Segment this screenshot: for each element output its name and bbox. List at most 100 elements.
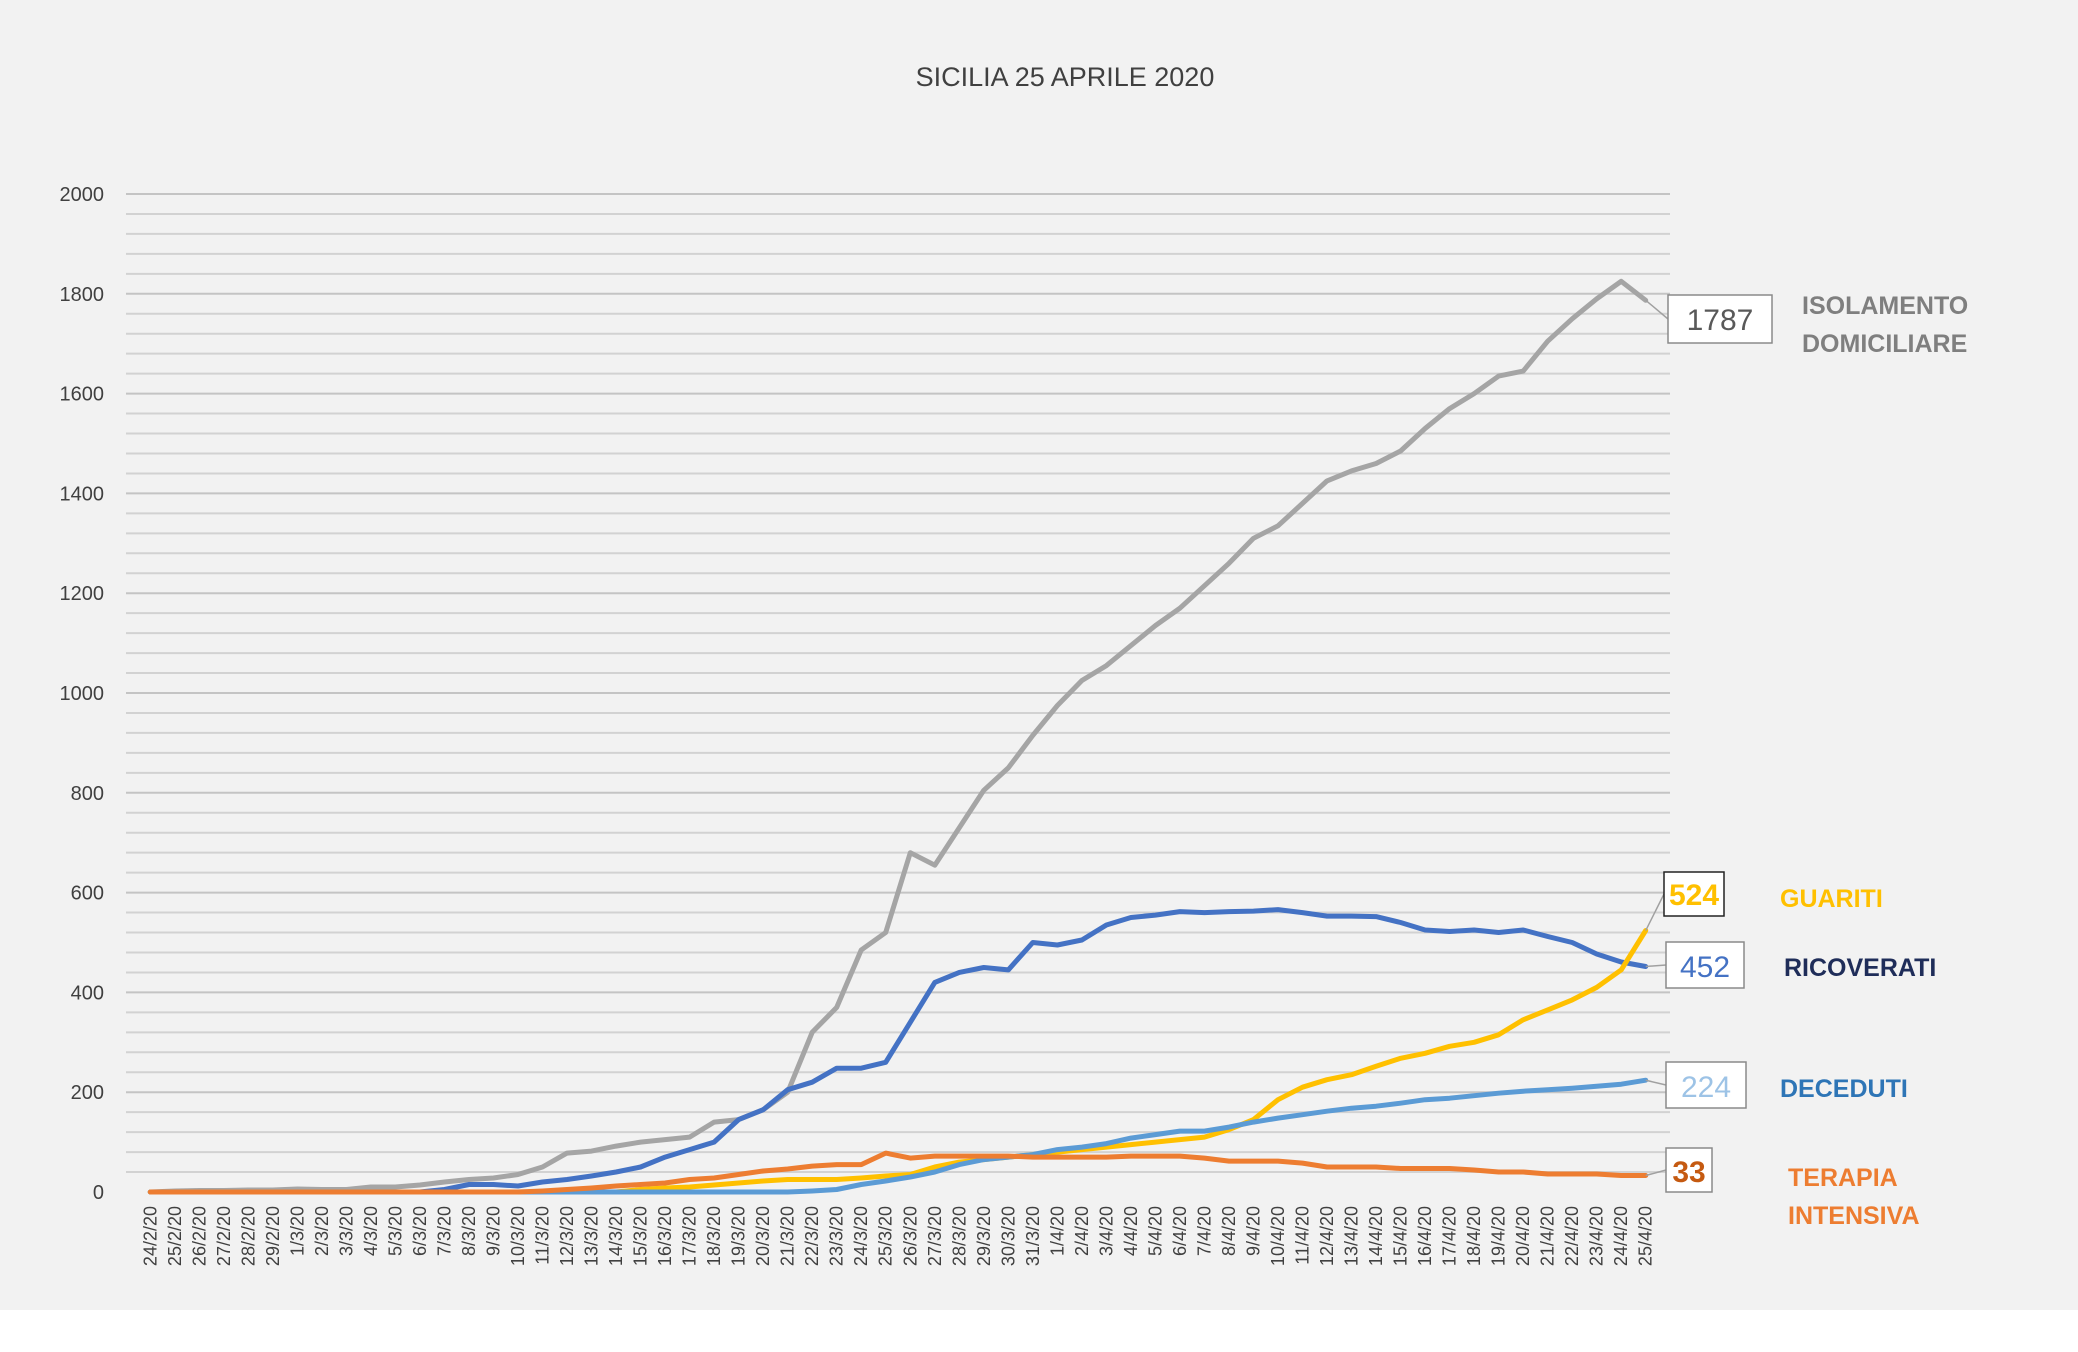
y-axis: 0 200 400 600 800 1000 1200 1400 1600 1800 2000 xyxy=(60,184,105,1204)
x-tick-label: 28/2/20 xyxy=(238,1206,258,1266)
x-tick-label: 16/4/20 xyxy=(1415,1206,1435,1266)
y-tick-label: 1600 xyxy=(60,384,105,406)
x-tick-label: 5/4/20 xyxy=(1145,1206,1165,1256)
x-axis: 24/2/20 25/2/20 26/2/20 27/2/20 28/2/20 29/2/… xyxy=(140,1206,1655,1266)
grid-lines xyxy=(126,193,1670,1174)
x-tick-label: 18/4/20 xyxy=(1464,1206,1484,1266)
x-tick-label: 21/4/20 xyxy=(1538,1206,1558,1266)
end-value-box-2 xyxy=(1663,871,1725,917)
series-name-2: GUARITI xyxy=(1780,885,1883,913)
x-tick-label: 6/4/20 xyxy=(1170,1206,1190,1256)
series-line-4 xyxy=(147,1150,1649,1195)
y-tick-label: 1000 xyxy=(60,683,105,705)
x-tick-label: 30/3/20 xyxy=(998,1206,1018,1266)
x-tick-label: 5/3/20 xyxy=(385,1206,405,1256)
y-tick-label: 2000 xyxy=(60,184,105,206)
y-tick-label: 1400 xyxy=(60,483,105,505)
leader-line-3 xyxy=(1645,1079,1667,1086)
x-tick-label: 22/3/20 xyxy=(802,1206,822,1266)
x-tick-label: 17/3/20 xyxy=(680,1206,700,1266)
end-value-box-0 xyxy=(1667,294,1773,344)
series-lines xyxy=(147,278,1649,1195)
end-value-label-1: 452 xyxy=(1680,951,1730,984)
x-tick-label: 11/3/20 xyxy=(533,1206,553,1265)
x-tick-label: 25/2/20 xyxy=(165,1206,185,1266)
leader-line-0 xyxy=(1645,299,1669,320)
x-tick-label: 1/4/20 xyxy=(1047,1206,1067,1256)
x-tick-label: 26/3/20 xyxy=(900,1206,920,1266)
x-tick-label: 3/4/20 xyxy=(1096,1206,1116,1256)
x-tick-label: 12/3/20 xyxy=(557,1206,577,1266)
x-tick-label: 19/3/20 xyxy=(729,1206,749,1266)
x-tick-label: 21/3/20 xyxy=(778,1206,798,1266)
chart-title: SICILIA 25 APRILE 2020 xyxy=(916,62,1215,92)
x-tick-label: 31/3/20 xyxy=(1023,1206,1043,1266)
x-tick-label: 18/3/20 xyxy=(704,1206,724,1266)
series-name-4: TERAPIA INTENSIVA xyxy=(1788,1164,1920,1230)
x-tick-label: 10/3/20 xyxy=(508,1206,528,1266)
y-tick-label: 200 xyxy=(71,1082,104,1104)
end-value-box-4 xyxy=(1665,1147,1713,1193)
end-value-label-2: 524 xyxy=(1669,879,1719,912)
series-name-1: RICOVERATI xyxy=(1784,954,1936,982)
line-chart: SICILIA 25 APRILE 2020 0 200 400 600 800 1000… xyxy=(60,62,1969,1266)
leader-line-4 xyxy=(1645,1169,1667,1177)
x-tick-label: 2/3/20 xyxy=(312,1206,332,1256)
x-tick-label: 20/4/20 xyxy=(1513,1206,1533,1266)
x-tick-label: 27/2/20 xyxy=(214,1206,234,1266)
end-value-label-0: 1787 xyxy=(1687,304,1754,337)
x-tick-label: 24/3/20 xyxy=(851,1206,871,1266)
series-name-3: DECEDUTI xyxy=(1780,1075,1908,1103)
x-tick-label: 22/4/20 xyxy=(1562,1206,1582,1266)
y-tick-label: 400 xyxy=(71,982,104,1004)
x-tick-label: 29/3/20 xyxy=(974,1206,994,1266)
x-tick-label: 11/4/20 xyxy=(1293,1206,1313,1265)
y-tick-label: 0 xyxy=(93,1182,104,1204)
x-tick-label: 23/3/20 xyxy=(827,1206,847,1266)
x-tick-label: 15/3/20 xyxy=(631,1206,651,1266)
x-tick-label: 4/3/20 xyxy=(361,1206,381,1256)
x-tick-label: 9/4/20 xyxy=(1243,1206,1263,1256)
x-tick-label: 26/2/20 xyxy=(189,1206,209,1266)
leader-line-2 xyxy=(1645,893,1665,931)
x-tick-label: 10/4/20 xyxy=(1268,1206,1288,1266)
series-names: ISOLAMENTO DOMICILIARE RICOVERATI GUARITI DE… xyxy=(1780,292,1968,1230)
end-value-box-1 xyxy=(1665,941,1745,989)
end-value-label-3: 224 xyxy=(1681,1071,1731,1104)
x-tick-label: 20/3/20 xyxy=(753,1206,773,1266)
x-tick-label: 15/4/20 xyxy=(1391,1206,1411,1266)
x-tick-label: 12/4/20 xyxy=(1317,1206,1337,1266)
y-tick-label: 1200 xyxy=(60,583,105,605)
series-name-0: ISOLAMENTO DOMICILIARE xyxy=(1802,292,1968,358)
y-tick-label: 800 xyxy=(71,783,104,805)
x-tick-label: 8/4/20 xyxy=(1219,1206,1239,1256)
x-tick-label: 24/4/20 xyxy=(1611,1206,1631,1266)
x-tick-label: 8/3/20 xyxy=(459,1206,479,1256)
end-value-label-4: 33 xyxy=(1672,1156,1705,1189)
x-tick-label: 19/4/20 xyxy=(1489,1206,1509,1266)
x-tick-label: 28/3/20 xyxy=(949,1206,969,1266)
x-tick-label: 14/3/20 xyxy=(606,1206,626,1266)
chart-area: SICILIA 25 APRILE 2020 0 200 400 600 800 1000… xyxy=(0,0,2078,1310)
x-tick-label: 4/4/20 xyxy=(1121,1206,1141,1256)
x-tick-label: 29/2/20 xyxy=(263,1206,283,1266)
x-tick-label: 2/4/20 xyxy=(1072,1206,1092,1256)
y-tick-label: 600 xyxy=(71,883,104,905)
x-tick-label: 25/4/20 xyxy=(1636,1206,1656,1266)
y-tick-label: 1800 xyxy=(60,284,105,306)
x-tick-label: 25/3/20 xyxy=(876,1206,896,1266)
x-tick-label: 16/3/20 xyxy=(655,1206,675,1266)
x-tick-label: 13/3/20 xyxy=(582,1206,602,1266)
x-tick-label: 7/3/20 xyxy=(434,1206,454,1256)
x-tick-label: 24/2/20 xyxy=(140,1206,160,1266)
x-tick-label: 14/4/20 xyxy=(1366,1206,1386,1266)
end-value-box-3 xyxy=(1665,1061,1747,1109)
series-end-labels: 1787 452 524 224 33 xyxy=(1645,294,1773,1193)
x-tick-label: 13/4/20 xyxy=(1342,1206,1362,1266)
x-tick-label: 1/3/20 xyxy=(287,1206,307,1256)
x-tick-label: 17/4/20 xyxy=(1440,1206,1460,1266)
x-tick-label: 23/4/20 xyxy=(1587,1206,1607,1266)
series-line-0 xyxy=(147,278,1649,1195)
x-tick-label: 9/3/20 xyxy=(483,1206,503,1256)
x-tick-label: 6/3/20 xyxy=(410,1206,430,1256)
